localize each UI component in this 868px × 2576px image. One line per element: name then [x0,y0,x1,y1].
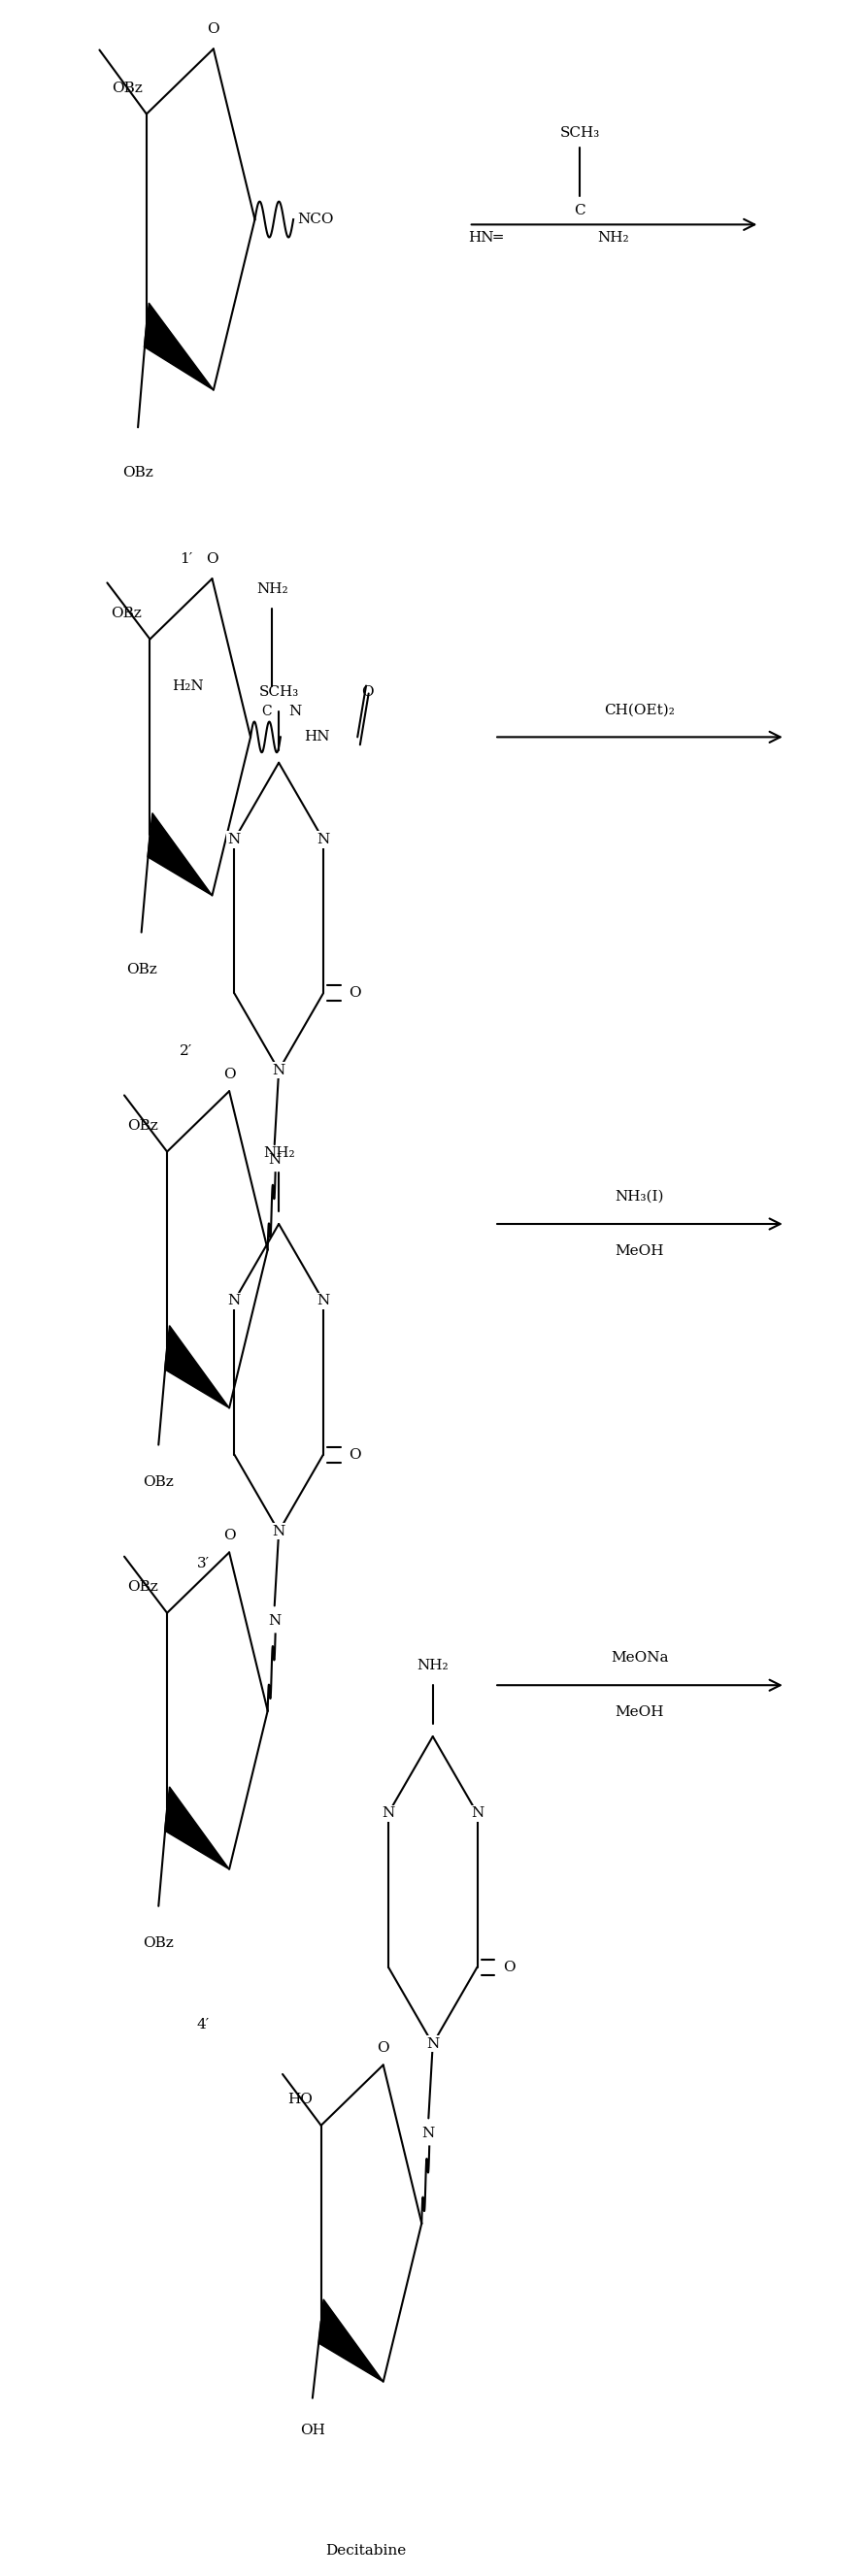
Polygon shape [319,2300,383,2383]
Text: HN: HN [304,729,330,744]
Text: O: O [206,551,218,567]
Text: SCH₃: SCH₃ [259,685,299,698]
Text: O: O [361,685,373,698]
Text: SCH₃: SCH₃ [559,126,599,139]
Text: NH₂: NH₂ [263,1146,294,1159]
Text: O: O [223,1066,235,1082]
Text: O: O [377,2040,389,2056]
Text: NCO: NCO [297,214,333,227]
Text: OBz: OBz [110,608,141,621]
Text: HN═: HN═ [468,232,503,245]
Text: O: O [223,1528,235,1543]
Text: N: N [317,1293,329,1309]
Text: CH(OEt)₂: CH(OEt)₂ [604,703,674,716]
Text: N: N [422,2128,435,2141]
Text: NH₃(I): NH₃(I) [615,1190,663,1203]
Text: N: N [267,1615,280,1628]
Text: O: O [349,1448,361,1461]
Text: N: N [381,1806,394,1821]
Text: 3′: 3′ [197,1556,210,1571]
Text: Decitabine: Decitabine [326,2543,406,2558]
Text: OBz: OBz [128,1582,158,1595]
Text: NH₂: NH₂ [256,582,287,595]
Text: C: C [261,706,272,719]
Polygon shape [144,304,214,389]
Text: N: N [426,2038,438,2050]
Text: N: N [267,1154,280,1167]
Text: OBz: OBz [111,82,142,95]
Text: N: N [289,706,301,719]
Text: NH₂: NH₂ [596,232,628,245]
Text: N: N [317,832,329,848]
Text: HO: HO [287,2092,312,2107]
Text: N: N [227,1293,240,1309]
Text: NH₂: NH₂ [417,1659,448,1672]
Text: N: N [272,1525,285,1538]
Text: OBz: OBz [122,466,153,479]
Text: MeOH: MeOH [615,1705,663,1718]
Polygon shape [165,1327,229,1409]
Text: H₂N: H₂N [172,680,203,693]
Text: 4′: 4′ [197,2020,210,2032]
Text: O: O [207,23,220,36]
Text: N: N [227,832,240,848]
Text: C: C [574,204,585,216]
Text: 2′: 2′ [180,1043,193,1059]
Polygon shape [148,814,212,896]
Text: OH: OH [299,2424,325,2437]
Text: OBz: OBz [128,1118,158,1133]
Text: N: N [272,1064,285,1077]
Text: OBz: OBz [126,963,156,976]
Polygon shape [165,1788,229,1870]
Text: O: O [503,1960,515,1973]
Text: OBz: OBz [143,1937,174,1950]
Text: O: O [349,987,361,999]
Text: 1′: 1′ [180,554,193,567]
Text: MeONa: MeONa [610,1651,668,1664]
Text: OBz: OBz [143,1476,174,1489]
Text: MeOH: MeOH [615,1244,663,1257]
Text: N: N [470,1806,483,1821]
